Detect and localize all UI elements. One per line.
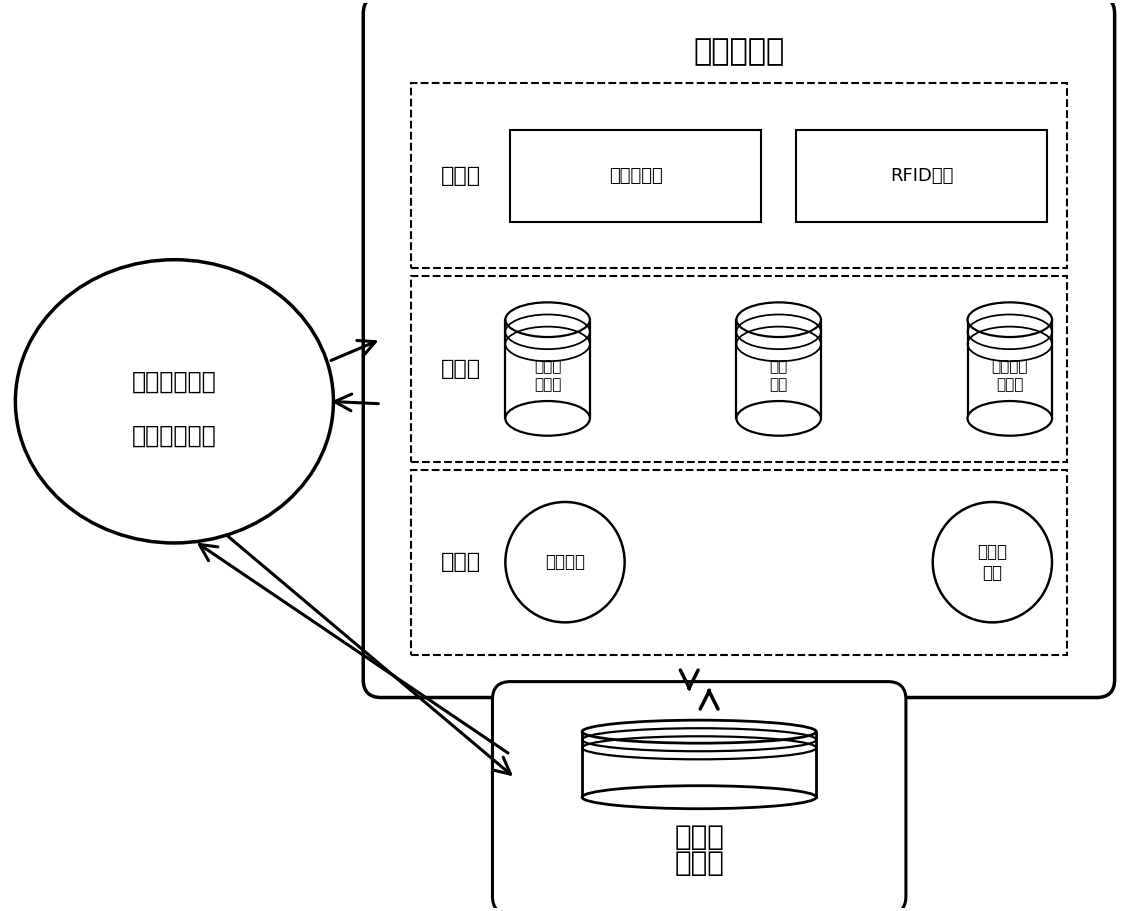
Ellipse shape [967, 302, 1052, 337]
Text: 设备制造企业: 设备制造企业 [132, 370, 217, 394]
Text: 数据可
视化: 数据可 视化 [977, 543, 1008, 581]
Ellipse shape [506, 302, 590, 337]
Text: 区块链平台: 区块链平台 [693, 37, 785, 66]
Text: 设备运输企业: 设备运输企业 [132, 425, 217, 448]
Ellipse shape [16, 260, 334, 543]
Bar [967, 320, 1052, 418]
FancyBboxPatch shape [796, 129, 1047, 222]
Ellipse shape [933, 502, 1052, 622]
Ellipse shape [736, 302, 821, 337]
FancyBboxPatch shape [411, 83, 1067, 269]
Ellipse shape [582, 785, 817, 809]
Bar [506, 320, 590, 418]
Text: 数据库: 数据库 [674, 849, 724, 877]
Text: 节点身
份认证: 节点身 份认证 [534, 360, 561, 392]
FancyBboxPatch shape [411, 276, 1067, 462]
FancyBboxPatch shape [510, 129, 761, 222]
Text: 智能
合约: 智能 合约 [769, 360, 788, 392]
Ellipse shape [506, 401, 590, 435]
Text: 状态检测器: 状态检测器 [608, 167, 663, 185]
Text: 用户管理: 用户管理 [545, 553, 585, 571]
Ellipse shape [967, 401, 1052, 435]
Text: 分布式账
本管理: 分布式账 本管理 [992, 360, 1028, 392]
Text: RFID芯片: RFID芯片 [890, 167, 953, 185]
Ellipse shape [506, 502, 624, 622]
Text: 数据层: 数据层 [441, 359, 481, 379]
Text: 感知层: 感知层 [441, 166, 481, 186]
Ellipse shape [582, 721, 817, 743]
Bar [736, 320, 821, 418]
FancyBboxPatch shape [363, 0, 1115, 698]
Text: 关系型: 关系型 [674, 824, 724, 851]
Bar [582, 732, 817, 797]
FancyBboxPatch shape [411, 469, 1067, 655]
FancyBboxPatch shape [492, 681, 906, 911]
Ellipse shape [736, 401, 821, 435]
Text: 表示层: 表示层 [441, 552, 481, 572]
